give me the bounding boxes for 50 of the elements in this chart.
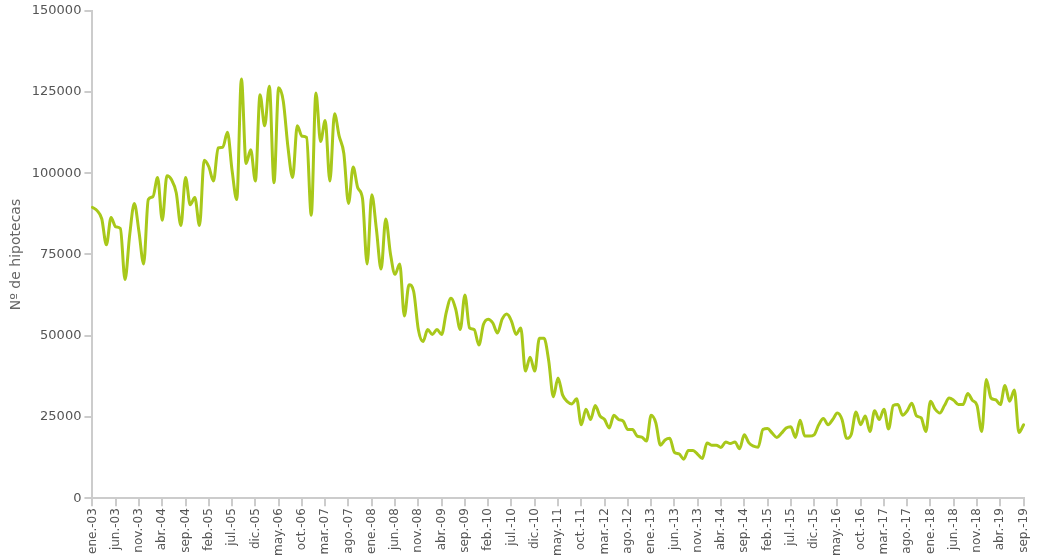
x-tick-label: may.-16 [829, 508, 844, 557]
y-tick-label: 125000 [31, 83, 82, 99]
x-tick-label: mar.-07 [317, 508, 332, 555]
x-tick-label: nov.-13 [689, 508, 704, 553]
x-tick-label: feb.-05 [200, 508, 215, 551]
x-tick-label: sep.-14 [736, 508, 751, 553]
y-tick-label: 50000 [40, 327, 82, 343]
y-axis-title: Nº de hipotecas [7, 198, 24, 311]
x-tick-label: oct.-11 [573, 508, 588, 551]
x-tick-label: oct.-06 [294, 508, 309, 551]
x-tick-label: may.-11 [550, 508, 565, 557]
x-tick-label: jul.-05 [224, 508, 239, 547]
x-tick-label: jul.-15 [782, 508, 797, 547]
x-tick-label: feb.-15 [759, 508, 774, 551]
x-tick-label: oct.-16 [852, 508, 867, 551]
y-tick-label: 75000 [40, 245, 82, 261]
y-tick-label: 150000 [31, 2, 82, 18]
x-tick-label: ago.-17 [899, 508, 914, 554]
x-tick-label: abr.-14 [713, 508, 728, 551]
x-tick-label: abr.-09 [433, 508, 448, 551]
x-tick-label: ago.-07 [340, 508, 355, 554]
x-tick-label: jun.-03 [107, 508, 122, 552]
x-tick-label: sep.-19 [1015, 508, 1030, 553]
x-tick-label: ene.-18 [922, 508, 937, 554]
y-tick-label: 0 [73, 489, 82, 505]
x-tick-label: jun.-13 [666, 508, 681, 552]
x-tick-label: ene.-03 [84, 508, 99, 554]
x-tick-label: sep.-04 [177, 508, 192, 553]
x-tick-label: jun.-08 [387, 508, 402, 552]
x-tick-label: abr.-04 [154, 508, 169, 551]
x-tick-label: ago.-12 [619, 508, 634, 554]
x-tick-label: dic.-15 [806, 508, 821, 550]
x-tick-label: jul.-10 [503, 508, 518, 547]
x-tick-label: dic.-05 [247, 508, 262, 550]
x-tick-label: mar.-17 [876, 508, 891, 555]
x-tick-label: abr.-19 [992, 508, 1007, 551]
line-series [90, 77, 1026, 461]
y-tick-label: 25000 [40, 408, 82, 424]
x-tick-label: may.-06 [270, 508, 285, 557]
x-tick-label: ene.-08 [363, 508, 378, 554]
x-tick-label: ene.-13 [643, 508, 658, 554]
x-tick-label: jun.-18 [945, 508, 960, 552]
x-tick-label: nov.-18 [969, 508, 984, 553]
x-tick-label: nov.-08 [410, 508, 425, 553]
x-tick-label: feb.-10 [480, 508, 495, 551]
x-tick-label: dic.-10 [526, 508, 541, 550]
x-tick-label: sep.-09 [457, 508, 472, 553]
x-tick-label: mar.-12 [596, 508, 611, 555]
y-tick-label: 100000 [31, 164, 82, 180]
x-tick-label: nov.-03 [131, 508, 146, 553]
